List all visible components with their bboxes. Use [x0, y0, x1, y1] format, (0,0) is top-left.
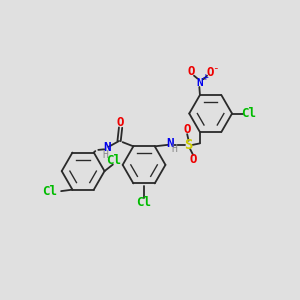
Text: S: S [184, 138, 193, 152]
Text: O: O [183, 123, 191, 136]
Text: Cl: Cl [42, 185, 57, 198]
Text: Cl: Cl [136, 196, 152, 209]
Text: +: + [202, 73, 208, 82]
Text: H: H [103, 150, 108, 160]
Text: N: N [103, 141, 110, 154]
Text: N: N [167, 136, 174, 150]
Text: H: H [171, 144, 177, 154]
Text: O: O [187, 65, 195, 78]
Text: N: N [196, 77, 203, 88]
Text: Cl: Cl [241, 107, 256, 120]
Text: -: - [212, 63, 219, 73]
Text: O: O [189, 153, 197, 166]
Text: O: O [117, 116, 124, 129]
Text: O: O [206, 66, 214, 79]
Text: Cl: Cl [106, 154, 122, 167]
